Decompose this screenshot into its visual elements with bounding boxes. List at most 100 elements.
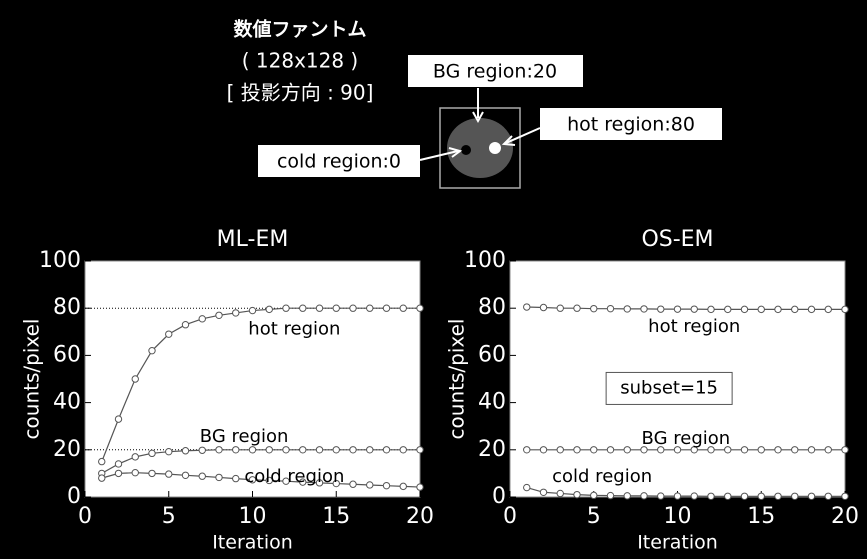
data-point [524,484,530,490]
data-point [367,482,373,488]
data-point [383,482,389,488]
data-point [249,447,255,453]
data-point [741,493,747,499]
data-point [149,347,155,353]
data-point [166,471,172,477]
data-point [725,306,731,312]
data-point [540,304,546,310]
data-point [574,447,580,453]
data-point [591,492,597,498]
data-point [115,470,121,476]
data-point [792,306,798,312]
data-point [591,447,597,453]
data-point [300,447,306,453]
y-tick-label: 20 [478,437,506,462]
phantom-title-line: ( 128x128 ) [242,49,359,73]
x-tick-label: 10 [664,504,692,529]
x-axis-label: Iteration [637,532,718,554]
data-point [400,447,406,453]
data-point [417,484,423,490]
data-point [300,305,306,311]
data-point [283,305,289,311]
data-point [741,306,747,312]
data-point [132,469,138,475]
data-point [758,447,764,453]
data-point [266,306,272,312]
data-point [367,305,373,311]
cold-spot [461,145,471,155]
data-point [383,447,389,453]
data-point [775,306,781,312]
data-point [691,306,697,312]
data-point [591,305,597,311]
phantom-title: 数値ファントム ( 128x128 ) [ 投影方向 : 90] [227,18,374,105]
series-label: BG region [642,428,731,449]
data-point [607,305,613,311]
chart-title: OS-EM [641,227,713,252]
data-point [333,305,339,311]
data-point [792,493,798,499]
data-point [557,305,563,311]
data-point [792,447,798,453]
data-point [316,305,322,311]
data-point [825,493,831,499]
data-point [350,305,356,311]
phantom-title-line: 数値ファントム [233,18,366,41]
data-point [741,447,747,453]
data-point [658,493,664,499]
data-point [400,305,406,311]
data-point [182,322,188,328]
x-tick-label: 0 [78,504,92,529]
data-point [417,447,423,453]
data-point [557,490,563,496]
series-label: hot region [648,316,740,337]
data-point [249,307,255,313]
phantom-body [447,118,513,178]
y-tick-label: 100 [464,248,506,273]
data-point [316,447,322,453]
y-axis-label: counts/pixel [20,319,44,440]
data-point [540,447,546,453]
data-point [199,316,205,322]
data-point [624,447,630,453]
data-point [383,305,389,311]
data-point [350,481,356,487]
data-point [266,447,272,453]
data-point [149,470,155,476]
data-point [725,493,731,499]
data-point [99,475,105,481]
x-tick-label: 15 [322,504,350,529]
annotation: subset=15 [620,377,718,398]
phantom-label: BG region:20 [433,61,557,83]
x-tick-label: 15 [747,504,775,529]
data-point [674,306,680,312]
x-tick-label: 5 [587,504,601,529]
series-label: BG region [200,426,289,447]
x-tick-label: 0 [503,504,517,529]
data-point [574,305,580,311]
data-point [775,493,781,499]
data-point [99,458,105,464]
data-point [624,493,630,499]
data-point [674,493,680,499]
data-point [758,306,764,312]
y-tick-label: 40 [53,390,81,415]
chart-title: ML-EM [217,227,289,252]
data-point [182,448,188,454]
data-point [540,489,546,495]
data-point [233,310,239,316]
data-point [115,416,121,422]
data-point [607,447,613,453]
data-point [350,447,356,453]
data-point [417,305,423,311]
x-tick-label: 20 [406,504,434,529]
x-tick-label: 10 [239,504,267,529]
data-point [216,447,222,453]
y-tick-label: 80 [478,295,506,320]
series-label: hot region [248,318,340,339]
data-point [182,472,188,478]
data-point [115,461,121,467]
data-point [166,331,172,337]
data-point [708,493,714,499]
data-point [400,483,406,489]
